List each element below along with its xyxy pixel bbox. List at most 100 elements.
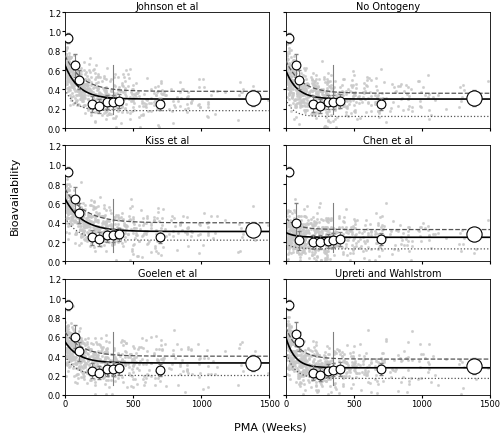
Point — [240, 87, 248, 94]
Point — [88, 229, 96, 236]
Point — [68, 82, 76, 89]
Point — [283, 365, 291, 372]
Point — [286, 80, 294, 87]
Point — [66, 209, 74, 216]
Point — [311, 230, 319, 237]
Point — [284, 330, 292, 337]
Point — [100, 225, 108, 232]
Point — [80, 211, 88, 218]
Point — [288, 234, 296, 241]
Point — [318, 359, 326, 366]
Point — [92, 204, 100, 211]
Point — [124, 354, 132, 361]
Point — [349, 83, 357, 90]
Point — [211, 111, 219, 118]
Point — [100, 94, 108, 101]
Point — [336, 235, 344, 242]
Point — [338, 244, 345, 251]
Point — [71, 96, 79, 103]
Point — [120, 75, 128, 82]
Point — [102, 391, 110, 398]
Point — [367, 388, 375, 395]
Point — [110, 236, 118, 243]
Point — [70, 86, 78, 93]
Point — [204, 113, 212, 120]
Point — [286, 244, 294, 251]
Point — [296, 374, 304, 381]
Point — [318, 58, 326, 65]
Point — [72, 201, 80, 208]
Point — [290, 348, 298, 355]
Point — [317, 102, 325, 109]
Point — [68, 214, 76, 221]
Point — [71, 210, 79, 217]
Point — [64, 58, 72, 65]
Point — [302, 227, 310, 234]
Point — [342, 97, 350, 104]
Point — [362, 349, 370, 356]
Point — [78, 229, 86, 236]
Point — [362, 109, 370, 116]
Point — [121, 361, 129, 368]
Point — [284, 50, 292, 57]
Point — [87, 339, 95, 346]
Point — [147, 101, 155, 108]
Point — [102, 108, 110, 115]
Point — [81, 222, 89, 229]
Point — [293, 342, 301, 349]
Point — [66, 339, 74, 346]
Point — [298, 72, 306, 79]
Point — [110, 93, 118, 100]
Point — [82, 102, 90, 109]
Point — [70, 328, 78, 335]
Point — [70, 340, 78, 347]
Point — [295, 230, 303, 237]
Point — [283, 333, 291, 340]
Point — [295, 245, 303, 252]
Point — [316, 357, 324, 364]
Point — [72, 78, 80, 85]
Point — [339, 89, 347, 96]
Point — [323, 239, 331, 246]
Point — [88, 106, 96, 113]
Point — [310, 338, 318, 345]
Point — [288, 78, 296, 85]
Point — [90, 362, 98, 369]
Point — [376, 104, 384, 111]
Point — [368, 229, 376, 236]
Point — [62, 204, 70, 211]
Point — [142, 220, 150, 227]
Point — [298, 92, 306, 99]
Point — [118, 362, 126, 368]
Point — [306, 216, 314, 223]
Point — [302, 225, 310, 232]
Point — [86, 55, 94, 62]
Point — [289, 243, 297, 250]
Point — [198, 385, 206, 392]
Point — [74, 223, 82, 230]
Point — [80, 87, 88, 94]
Point — [350, 235, 358, 242]
Point — [204, 220, 212, 227]
Point — [375, 110, 383, 117]
Point — [318, 236, 326, 243]
Point — [142, 104, 150, 111]
Point — [83, 236, 91, 243]
Point — [314, 234, 322, 241]
Point — [150, 352, 158, 358]
Point — [250, 203, 258, 210]
Point — [300, 206, 308, 213]
Point — [286, 336, 294, 343]
Point — [89, 224, 97, 231]
Point — [301, 103, 309, 110]
Point — [76, 346, 84, 353]
Point — [293, 358, 301, 365]
Point — [72, 230, 80, 237]
Point — [286, 235, 294, 242]
Point — [77, 96, 85, 103]
Point — [442, 235, 450, 242]
Point — [181, 106, 189, 113]
Point — [92, 223, 100, 230]
Point — [320, 74, 328, 81]
Point — [80, 236, 88, 243]
